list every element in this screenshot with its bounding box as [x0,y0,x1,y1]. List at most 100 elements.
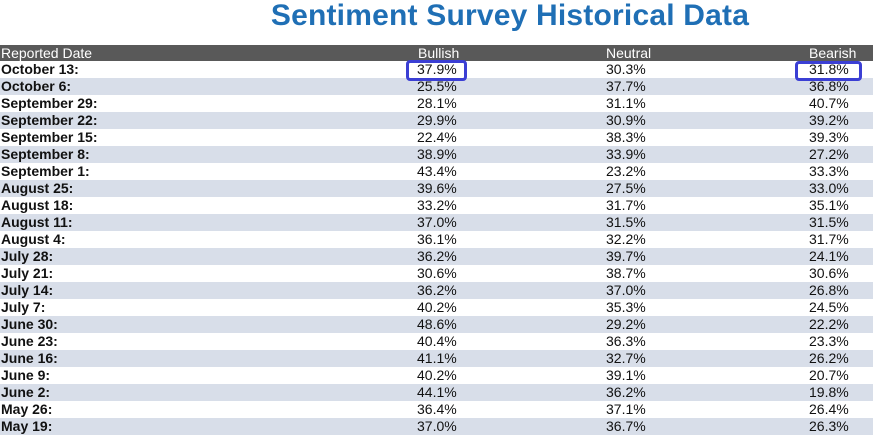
cell-bullish: 38.9% [417,146,457,162]
cell-bearish: 36.8% [809,78,849,94]
cell-reported-date: June 23: [1,333,58,349]
table-row: July 21: 30.6% 38.7% 30.6% [0,265,873,282]
cell-bullish: 37.0% [417,214,457,230]
cell-reported-date: June 2: [1,384,51,400]
cell-reported-date: July 7: [1,299,46,315]
cell-bearish: 31.8% [809,61,849,77]
cell-neutral: 30.3% [606,61,646,77]
cell-bearish: 24.1% [809,248,849,264]
table-row: August 11: 37.0% 31.5% 31.5% [0,214,873,231]
cell-reported-date: June 9: [1,367,51,383]
header-reported-date: Reported Date [1,45,93,61]
table-row: June 2: 44.1% 36.2% 19.8% [0,384,873,401]
cell-bearish: 23.3% [809,333,849,349]
cell-bullish: 25.5% [417,78,457,94]
cell-reported-date: May 26: [1,401,53,417]
table-row: September 15: 22.4% 38.3% 39.3% [0,129,873,146]
cell-neutral: 30.9% [606,112,646,128]
table-row: July 7: 40.2% 35.3% 24.5% [0,299,873,316]
cell-bullish: 33.2% [417,197,457,213]
table-body: October 13: 37.9% 30.3% 31.8% October 6: 25.5… [0,61,873,435]
header-neutral: Neutral [606,45,652,61]
table-row: June 30: 48.6% 29.2% 22.2% [0,316,873,333]
table-row: October 13: 37.9% 30.3% 31.8% [0,61,873,78]
cell-neutral: 36.3% [606,333,646,349]
header-bullish: Bullish [418,45,460,61]
cell-reported-date: August 25: [1,180,74,196]
cell-bearish: 39.2% [809,112,849,128]
table-row: May 26: 36.4% 37.1% 26.4% [0,401,873,418]
cell-bullish: 30.6% [417,265,457,281]
table-row: September 1: 43.4% 23.2% 33.3% [0,163,873,180]
cell-bullish: 40.2% [417,299,457,315]
cell-reported-date: July 21: [1,265,54,281]
cell-bearish: 31.5% [809,214,849,230]
cell-bearish: 26.3% [809,418,849,434]
cell-bullish: 37.9% [417,61,457,77]
cell-bearish: 27.2% [809,146,849,162]
cell-bearish: 39.3% [809,129,849,145]
table-row: May 19: 37.0% 36.7% 26.3% [0,418,873,435]
cell-bullish: 36.2% [417,282,457,298]
table-row: August 18: 33.2% 31.7% 35.1% [0,197,873,214]
table-row: August 4: 36.1% 32.2% 31.7% [0,231,873,248]
cell-bearish: 24.5% [809,299,849,315]
cell-bullish: 41.1% [417,350,457,366]
cell-reported-date: September 22: [1,112,98,128]
cell-reported-date: August 11: [1,214,73,230]
cell-bullish: 22.4% [417,129,457,145]
table-row: June 23: 40.4% 36.3% 23.3% [0,333,873,350]
cell-bearish: 20.7% [809,367,849,383]
cell-reported-date: August 4: [1,231,66,247]
cell-bullish: 37.0% [417,418,457,434]
cell-reported-date: May 19: [1,418,53,434]
cell-reported-date: September 1: [1,163,90,179]
table-row: September 8: 38.9% 33.9% 27.2% [0,146,873,163]
cell-neutral: 31.1% [606,95,646,111]
cell-reported-date: June 30: [1,316,58,332]
cell-neutral: 39.1% [606,367,646,383]
cell-neutral: 23.2% [606,163,646,179]
table-row: August 25: 39.6% 27.5% 33.0% [0,180,873,197]
cell-bullish: 36.2% [417,248,457,264]
cell-reported-date: July 14: [1,282,54,298]
cell-neutral: 31.5% [606,214,646,230]
cell-bullish: 28.1% [417,95,457,111]
table-row: July 14: 36.2% 37.0% 26.8% [0,282,873,299]
cell-neutral: 39.7% [606,248,646,264]
sentiment-table: Reported Date Bullish Neutral Bearish Oc… [0,45,873,435]
cell-neutral: 31.7% [606,197,646,213]
page-title: Sentiment Survey Historical Data [270,0,750,32]
cell-neutral: 35.3% [606,299,646,315]
cell-neutral: 38.3% [606,129,646,145]
cell-neutral: 32.2% [606,231,646,247]
cell-bearish: 30.6% [809,265,849,281]
table-row: June 16: 41.1% 32.7% 26.2% [0,350,873,367]
table-header-row: Reported Date Bullish Neutral Bearish [0,45,873,61]
cell-bullish: 36.1% [417,231,457,247]
cell-neutral: 36.2% [606,384,646,400]
cell-neutral: 36.7% [606,418,646,434]
table-row: September 22: 29.9% 30.9% 39.2% [0,112,873,129]
cell-bullish: 29.9% [417,112,457,128]
cell-reported-date: September 29: [1,95,98,111]
cell-reported-date: October 6: [1,78,72,94]
cell-bearish: 35.1% [809,197,849,213]
cell-bearish: 26.8% [809,282,849,298]
cell-bullish: 36.4% [417,401,457,417]
table-row: June 9: 40.2% 39.1% 20.7% [0,367,873,384]
cell-bearish: 40.7% [809,95,849,111]
cell-bearish: 26.2% [809,350,849,366]
cell-bearish: 22.2% [809,316,849,332]
cell-bearish: 33.3% [809,163,849,179]
cell-bullish: 43.4% [417,163,457,179]
cell-reported-date: June 16: [1,350,58,366]
table-row: July 28: 36.2% 39.7% 24.1% [0,248,873,265]
cell-neutral: 37.7% [606,78,646,94]
cell-neutral: 32.7% [606,350,646,366]
cell-bullish: 48.6% [417,316,457,332]
cell-bearish: 26.4% [809,401,849,417]
cell-bullish: 39.6% [417,180,457,196]
cell-reported-date: August 18: [1,197,74,213]
cell-bearish: 33.0% [809,180,849,196]
